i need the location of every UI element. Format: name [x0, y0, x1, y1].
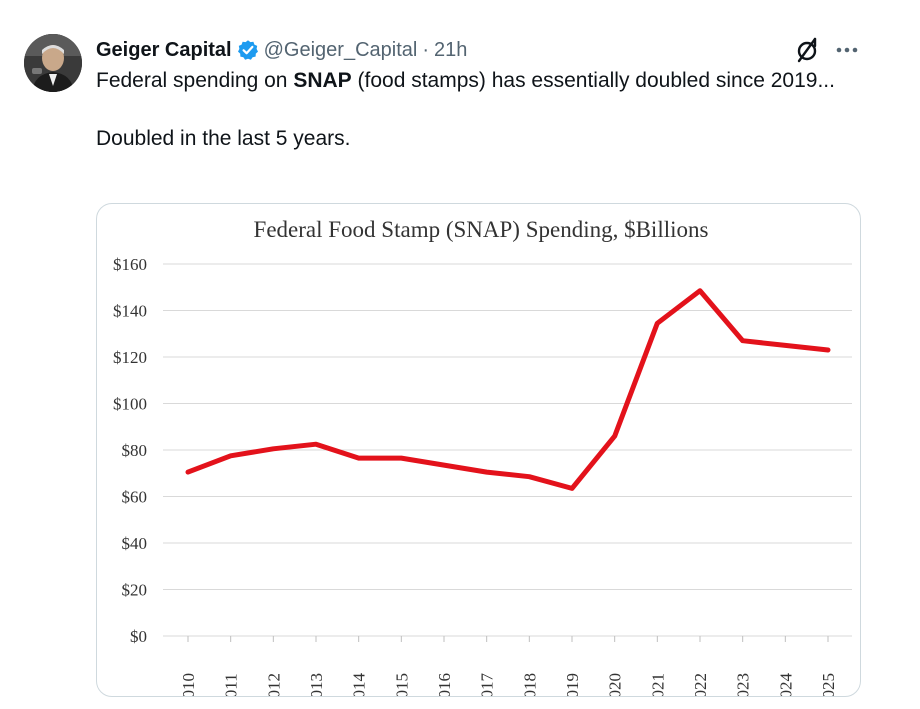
chart-gridlines: [163, 263, 852, 637]
timestamp[interactable]: 21h: [434, 38, 468, 61]
avatar[interactable]: [24, 34, 82, 92]
x-tick-label: 2011: [222, 673, 241, 696]
chart-series: [185, 288, 831, 491]
y-tick-label: $20: [122, 581, 148, 600]
y-tick-label: $160: [113, 255, 147, 274]
avatar-image: [24, 34, 82, 92]
x-tick-label: 2014: [350, 673, 369, 697]
x-tick-label: 2013: [307, 673, 326, 696]
grok-icon[interactable]: [794, 36, 822, 64]
x-tick-label: 2017: [478, 673, 497, 697]
x-tick-label: 2023: [734, 673, 753, 696]
x-tick-label: 2021: [648, 673, 667, 696]
more-icon[interactable]: [832, 38, 862, 62]
chart-x-axis: 2010 2011 2012 2013 2014 2015 2016 2017 2018 2019…: [179, 636, 838, 696]
x-tick-label: 2024: [776, 673, 795, 697]
y-tick-label: $80: [122, 441, 148, 460]
x-tick-label: 2019: [563, 673, 582, 696]
verified-badge-icon: [237, 39, 259, 61]
y-tick-label: $60: [122, 488, 148, 507]
y-tick-label: $40: [122, 534, 148, 553]
tweet-text-line-2: Doubled in the last 5 years.: [96, 127, 351, 150]
x-tick-label: 2015: [392, 673, 411, 696]
series-line: [185, 288, 831, 491]
tweet-header: Geiger Capital @Geiger_Capital · 21h: [96, 36, 467, 64]
x-tick-label: 2010: [179, 673, 198, 696]
separator-dot: ·: [422, 38, 429, 61]
chart-y-axis: $0 $20 $40 $60 $80 $100 $120 $140 $160: [113, 255, 147, 646]
x-tick-label: 2020: [606, 673, 625, 696]
y-tick-label: $140: [113, 302, 147, 321]
tweet-text-bold: SNAP: [293, 69, 352, 92]
author-name[interactable]: Geiger Capital: [96, 38, 232, 61]
chart-image[interactable]: Federal Food Stamp (SNAP) Spending, $Bil…: [96, 203, 861, 697]
x-tick-label: 2025: [819, 673, 838, 696]
x-tick-label: 2018: [520, 673, 539, 696]
y-tick-label: $120: [113, 348, 147, 367]
tweet-text-before: Federal spending on: [96, 69, 294, 92]
chart: Federal Food Stamp (SNAP) Spending, $Bil…: [113, 217, 852, 696]
x-tick-label: 2022: [691, 673, 710, 696]
tweet-text-line-1: Federal spending on SNAP (food stamps) h…: [96, 66, 856, 95]
y-tick-label: $100: [113, 395, 147, 414]
y-tick-label: $0: [130, 627, 147, 646]
x-tick-label: 2012: [264, 673, 283, 696]
tweet-text: Federal spending on SNAP (food stamps) h…: [96, 66, 856, 153]
x-tick-label: 2016: [435, 673, 454, 696]
author-handle[interactable]: @Geiger_Capital: [263, 38, 418, 61]
tweet-text-after: (food stamps) has essentially doubled si…: [351, 69, 835, 92]
chart-title: Federal Food Stamp (SNAP) Spending, $Bil…: [254, 217, 709, 242]
